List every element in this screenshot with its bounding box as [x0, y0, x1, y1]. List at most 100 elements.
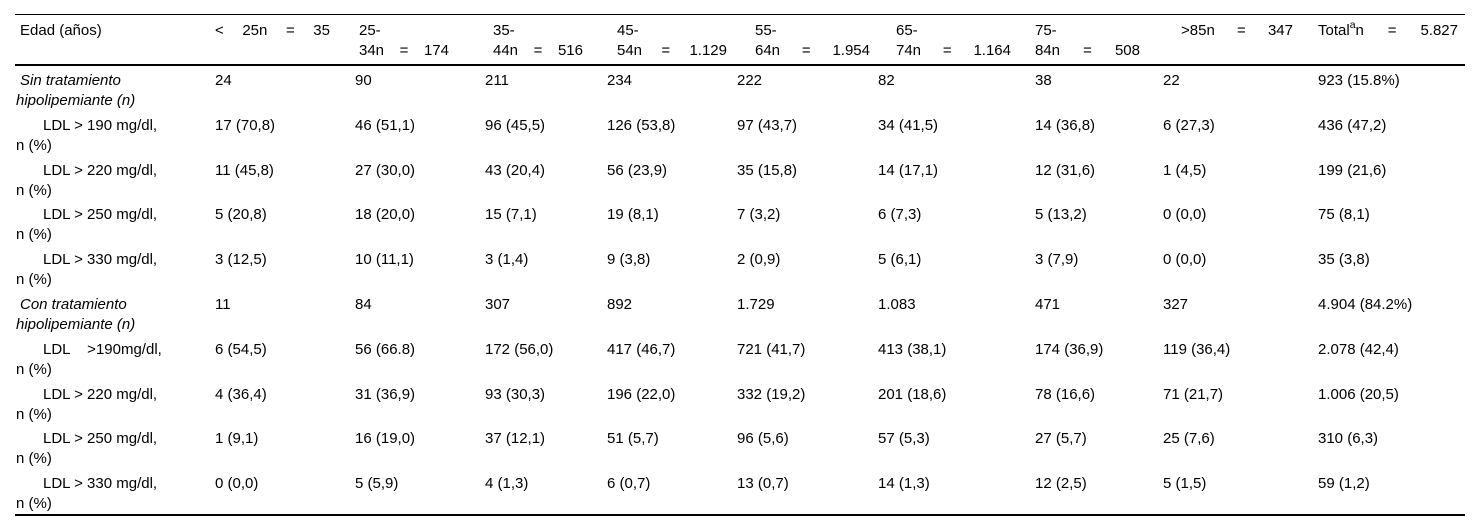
value-cell-75-84: 174 (36,9): [1035, 340, 1104, 358]
header-token-equals: =: [801, 42, 811, 59]
header-line: 84n = 508: [1035, 41, 1140, 61]
row-label: LDL > 330 mg/dl, n (%): [15, 250, 215, 290]
value-cell-under-25: 5 (20,8): [215, 206, 267, 224]
table-header: Edad (años) < 25n = 35 25- 34n = 174: [15, 15, 1465, 66]
header-line: 34n = 174: [359, 41, 449, 61]
row-label-line1: Sin tratamiento: [20, 72, 121, 89]
value-cell-65-74: 1.083: [878, 295, 916, 313]
table-row: LDL > 190 mg/dl, n (%) 17 (70,8) 46 (51,…: [15, 111, 1465, 156]
value-cell-45-54: 234: [607, 72, 633, 89]
header-token-count: 1.164: [973, 42, 1011, 59]
row-label: LDL > 250 mg/dl, n (%): [15, 429, 215, 469]
value-cell-25-34: 56 (66.8): [355, 340, 416, 358]
col-header-75-84: 75- 84n = 508: [1035, 21, 1163, 61]
header-line: >85n = 347: [1181, 21, 1293, 41]
value-cell-35-44: 4 (1,3): [485, 475, 529, 493]
value-cell-35-44: 96 (45,5): [485, 116, 546, 134]
col-header-45-54: 45- 54n = 1.129: [607, 21, 737, 61]
header-token-count: 1.129: [689, 42, 727, 59]
header-token-count: 508: [1114, 42, 1140, 59]
edad-label: Edad (años): [20, 22, 102, 39]
value-cell-under-25: 3 (12,5): [215, 251, 267, 269]
row-label: LDL > 220 mg/dl, n (%): [15, 385, 215, 425]
value-cell-over-85: 22: [1163, 72, 1180, 89]
table-row: LDL > 250 mg/dl, n (%) 1 (9,1) 16 (19,0)…: [15, 424, 1465, 469]
col-header-over-85: >85n = 347: [1163, 21, 1318, 61]
value-cell-55-64: 97 (43,7): [737, 116, 798, 134]
row-label-line2: n (%): [16, 136, 52, 154]
col-header-under-25: < 25n = 35: [215, 21, 355, 61]
header-token-equals: =: [661, 42, 671, 59]
header-token-equals: =: [285, 22, 295, 39]
table-body: Sin tratamiento hipolipemiante (n) 24 90…: [15, 66, 1465, 514]
value-cell-over-85: 25 (7,6): [1163, 430, 1215, 448]
header-token-equals: =: [533, 42, 543, 59]
table-row: LDL > 330 mg/dl, n (%) 0 (0,0) 5 (5,9) 4…: [15, 469, 1465, 514]
value-cell-under-25: 17 (70,8): [215, 116, 276, 134]
header-token-count: 5.827: [1420, 22, 1458, 39]
value-cell-65-74: 57 (5,3): [878, 430, 930, 448]
col-header-edad: Edad (años): [15, 21, 215, 61]
row-label-line1: LDL >190mg/dl,: [43, 340, 162, 358]
table-row: LDL > 220 mg/dl, n (%) 4 (36,4) 31 (36,9…: [15, 380, 1465, 425]
row-label: LDL > 250 mg/dl, n (%): [15, 205, 215, 245]
header-token-equals: =: [1237, 22, 1246, 39]
value-cell-75-84: 27 (5,7): [1035, 430, 1087, 448]
header-token-count: 174: [423, 42, 449, 59]
row-label-line1: LDL > 220 mg/dl,: [43, 385, 158, 403]
row-label-line2: n (%): [16, 226, 52, 244]
value-cell-65-74: 5 (6,1): [878, 251, 922, 269]
value-cell-75-84: 3 (7,9): [1035, 251, 1079, 269]
value-cell-total: 199 (21,6): [1318, 161, 1387, 179]
value-cell-25-34: 18 (20,0): [355, 206, 416, 224]
header-token-equals: =: [1083, 42, 1092, 59]
value-cell-55-64: 96 (5,6): [737, 430, 789, 448]
row-label-line1: LDL > 250 mg/dl,: [43, 430, 158, 448]
value-cell-25-34: 84: [355, 295, 372, 313]
header-range-prefix: 25-: [359, 22, 381, 39]
header-range-prefix: 65-: [896, 22, 918, 39]
value-cell-75-84: 78 (16,6): [1035, 385, 1096, 403]
value-cell-45-54: 19 (8,1): [607, 206, 659, 224]
header-token-n: 44n: [493, 42, 519, 59]
header-token-count: 1.954: [832, 42, 870, 59]
value-cell-55-64: 2 (0,9): [737, 251, 781, 269]
table-row: LDL > 250 mg/dl, n (%) 5 (20,8) 18 (20,0…: [15, 200, 1465, 245]
value-cell-35-44: 307: [485, 295, 511, 313]
header-range-prefix: 75-: [1035, 22, 1057, 39]
value-cell-over-85: 71 (21,7): [1163, 385, 1224, 403]
col-header-total: Totalan = 5.827: [1318, 19, 1465, 61]
header-line: 44n = 516: [493, 41, 583, 61]
value-cell-75-84: 14 (36,8): [1035, 116, 1096, 134]
value-cell-35-44: 3 (1,4): [485, 251, 529, 269]
row-label-line1: LDL > 330 mg/dl,: [43, 251, 158, 269]
value-cell-45-54: 56 (23,9): [607, 161, 668, 179]
header-line: Totalan = 5.827: [1318, 19, 1458, 41]
footnote-marker-a: a: [1349, 19, 1356, 31]
header-range-prefix: 55-: [755, 22, 777, 39]
header-token-n: 74n: [896, 42, 922, 59]
col-header-65-74: 65- 74n = 1.164: [878, 21, 1035, 61]
value-cell-65-74: 14 (1,3): [878, 475, 930, 493]
header-token-total: Totalan: [1318, 19, 1364, 41]
value-cell-over-85: 119 (36,4): [1163, 340, 1231, 358]
table-row: LDL >190mg/dl, n (%) 6 (54,5) 56 (66.8) …: [15, 335, 1465, 380]
value-cell-under-25: 6 (54,5): [215, 340, 267, 358]
value-cell-25-34: 10 (11,1): [355, 251, 414, 269]
value-cell-55-64: 1.729: [737, 295, 775, 313]
value-cell-55-64: 222: [737, 72, 763, 89]
row-label: Con tratamiento hipolipemiante (n): [15, 295, 215, 335]
row-label-line2: n (%): [16, 360, 52, 378]
row-label-line2: hipolipemiante (n): [16, 315, 136, 333]
value-cell-55-64: 7 (3,2): [737, 206, 781, 224]
value-cell-total: 75 (8,1): [1318, 206, 1370, 224]
header-line: < 25n = 35: [215, 21, 330, 41]
header-token-n: 64n: [755, 42, 781, 59]
header-token-n: 84n: [1035, 42, 1061, 59]
value-cell-65-74: 413 (38,1): [878, 340, 947, 358]
header-token-equals: =: [942, 42, 952, 59]
value-cell-65-74: 82: [878, 72, 895, 89]
value-cell-75-84: 38: [1035, 72, 1052, 89]
table-row: Sin tratamiento hipolipemiante (n) 24 90…: [15, 66, 1465, 111]
row-label-line1: LDL > 220 mg/dl,: [43, 161, 158, 179]
